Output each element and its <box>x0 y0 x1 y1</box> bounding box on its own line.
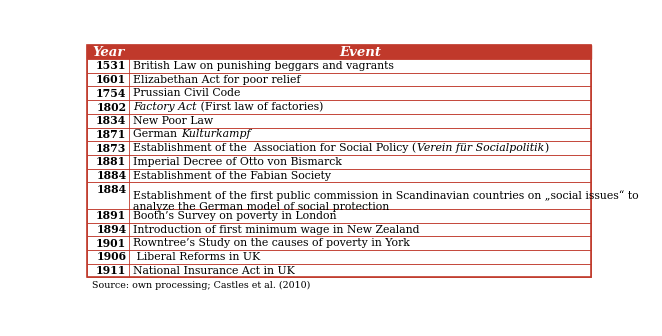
Text: German: German <box>133 129 181 139</box>
Text: Verein für Socialpolitik: Verein für Socialpolitik <box>416 143 544 153</box>
Text: Establishment of the Fabian Society: Establishment of the Fabian Society <box>133 171 332 180</box>
Bar <box>87 45 591 278</box>
Bar <box>87 250 591 264</box>
Bar <box>87 182 591 209</box>
Bar <box>87 59 591 73</box>
Text: Establishment of the  Association for Social Policy (: Establishment of the Association for Soc… <box>133 143 416 154</box>
Text: Event: Event <box>339 45 381 58</box>
Text: (First law of factories): (First law of factories) <box>197 102 323 112</box>
Bar <box>87 209 591 223</box>
Text: 1911: 1911 <box>96 265 126 276</box>
Text: 1754: 1754 <box>96 88 126 99</box>
Bar <box>87 114 591 128</box>
Text: Elizabethan Act for poor relief: Elizabethan Act for poor relief <box>133 75 301 85</box>
Text: 1901: 1901 <box>96 238 126 249</box>
Bar <box>87 141 591 155</box>
Text: Introduction of first minimum wage in New Zealand: Introduction of first minimum wage in Ne… <box>133 224 420 235</box>
Text: Booth’s Survey on poverty in London: Booth’s Survey on poverty in London <box>133 211 337 221</box>
Text: 1802: 1802 <box>96 101 126 113</box>
Text: Factory Act: Factory Act <box>133 102 197 112</box>
Text: 1873: 1873 <box>96 143 126 154</box>
Bar <box>87 236 591 250</box>
Text: 1906: 1906 <box>96 251 126 262</box>
Text: Year: Year <box>92 45 124 58</box>
Text: 1894: 1894 <box>96 224 126 235</box>
Text: ): ) <box>544 143 548 153</box>
Bar <box>87 128 591 141</box>
Bar <box>87 86 591 100</box>
Bar <box>87 155 591 169</box>
Text: National Insurance Act in UK: National Insurance Act in UK <box>133 266 295 276</box>
Bar <box>87 264 591 278</box>
Text: 1531: 1531 <box>96 60 126 72</box>
Bar <box>87 169 591 182</box>
Text: 1834: 1834 <box>96 115 126 126</box>
Text: 1884: 1884 <box>96 184 126 195</box>
Text: 1601: 1601 <box>96 74 126 85</box>
Text: 1884: 1884 <box>96 170 126 181</box>
Text: 1881: 1881 <box>96 156 126 167</box>
Text: Prussian Civil Code: Prussian Civil Code <box>133 88 241 98</box>
Text: British Law on punishing beggars and vagrants: British Law on punishing beggars and vag… <box>133 61 395 71</box>
Text: 1871: 1871 <box>96 129 126 140</box>
Text: Imperial Decree of Otto von Bismarck: Imperial Decree of Otto von Bismarck <box>133 157 342 167</box>
Text: Source: own processing; Castles et al. (2010): Source: own processing; Castles et al. (… <box>92 281 310 290</box>
Bar <box>87 100 591 114</box>
Text: Liberal Reforms in UK: Liberal Reforms in UK <box>133 252 261 262</box>
Text: New Poor Law: New Poor Law <box>133 116 213 126</box>
Bar <box>87 45 591 59</box>
Text: Establishment of the first public commission in Scandinavian countries on „socia: Establishment of the first public commis… <box>133 190 639 212</box>
Bar <box>87 73 591 86</box>
Text: Rowntree’s Study on the causes of poverty in York: Rowntree’s Study on the causes of povert… <box>133 238 410 248</box>
Bar <box>87 223 591 236</box>
Text: Kulturkampf: Kulturkampf <box>181 129 250 139</box>
Text: 1891: 1891 <box>96 210 126 221</box>
